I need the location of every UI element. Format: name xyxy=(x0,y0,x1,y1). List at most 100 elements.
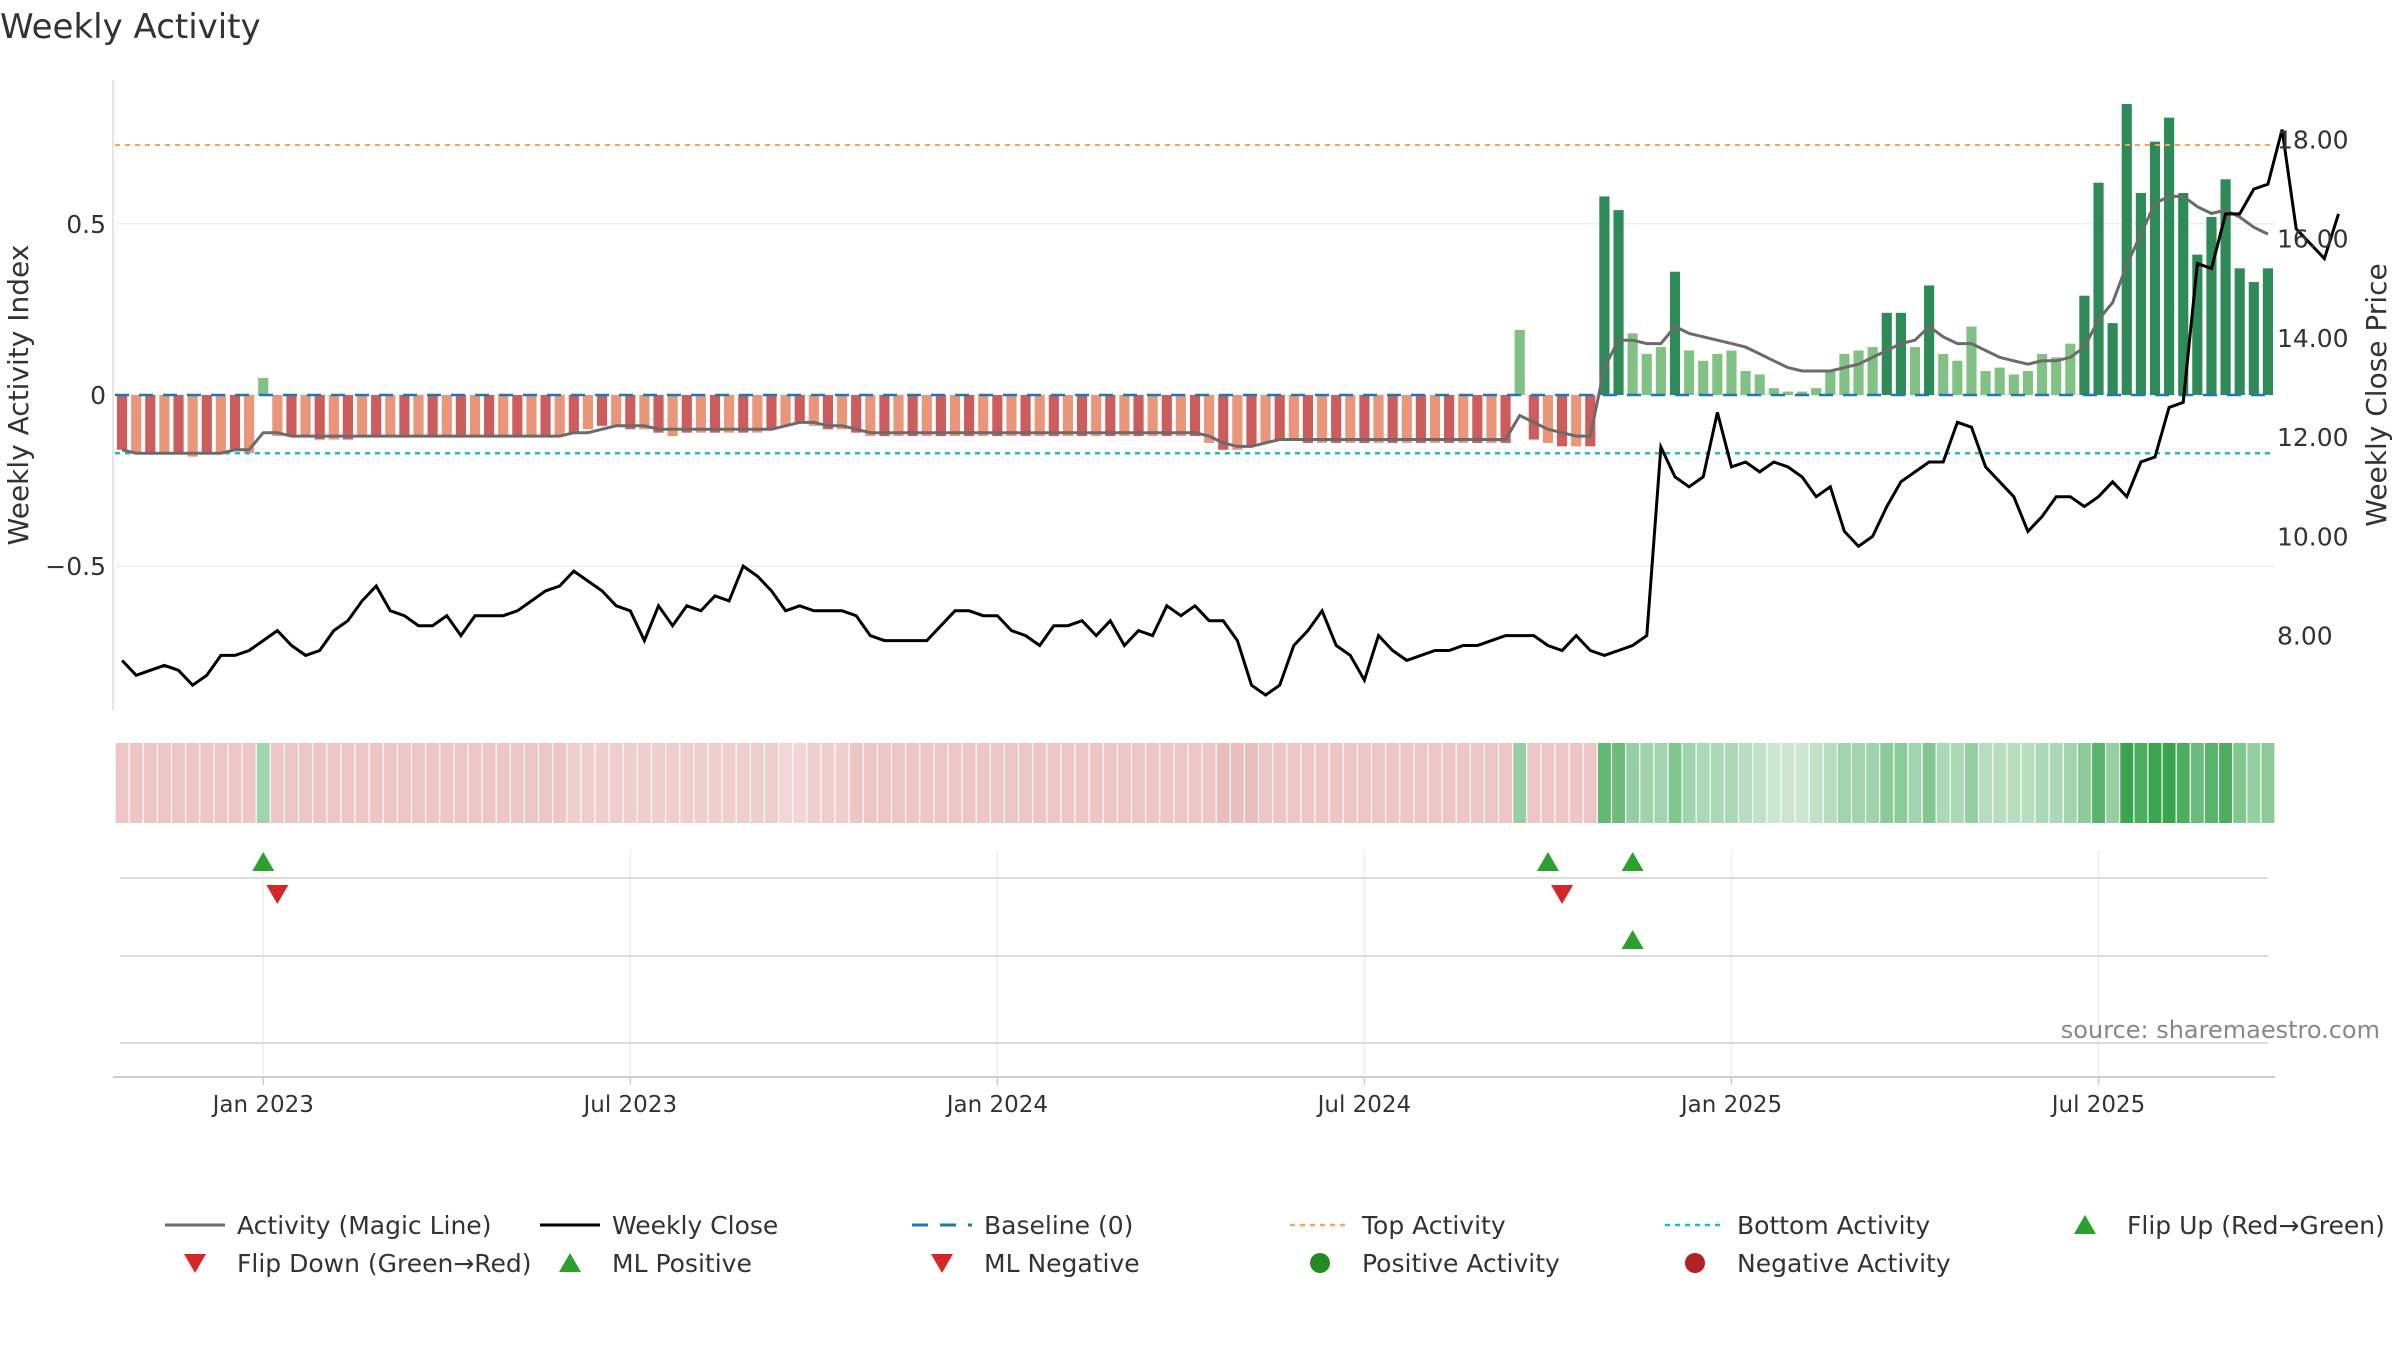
activity-bar xyxy=(413,395,424,437)
activity-bar xyxy=(1444,395,1455,443)
activity-bar xyxy=(1288,395,1299,440)
activity-bar xyxy=(145,395,156,454)
activity-bar xyxy=(1105,395,1116,437)
state-cell xyxy=(2148,743,2162,823)
activity-bar xyxy=(2121,103,2132,395)
state-cell xyxy=(1047,743,1061,823)
activity-bar xyxy=(2036,353,2048,395)
x-tick-label: Jan 2024 xyxy=(945,1092,1048,1118)
state-cell xyxy=(2007,743,2021,823)
state-cell xyxy=(609,743,623,823)
activity-bar xyxy=(554,395,565,437)
state-cell xyxy=(1357,743,1371,823)
state-cell xyxy=(270,743,284,823)
activity-bar xyxy=(526,395,537,437)
activity-bar xyxy=(1796,391,1808,395)
activity-bar xyxy=(949,395,961,437)
activity-bar xyxy=(469,395,481,437)
state-cell xyxy=(906,743,920,823)
state-cell xyxy=(143,743,157,823)
state-cell xyxy=(990,743,1004,823)
legend-swatch xyxy=(559,1253,581,1272)
flip-down-marker xyxy=(1551,885,1574,904)
state-cell xyxy=(468,743,482,823)
activity-bar xyxy=(1091,395,1102,437)
state-cell xyxy=(680,743,694,823)
activity-bar xyxy=(709,395,721,433)
legend-label: Bottom Activity xyxy=(1737,1211,1930,1240)
state-cell xyxy=(256,743,270,823)
state-cell xyxy=(1837,743,1851,823)
state-cell xyxy=(2092,743,2105,823)
activity-bar xyxy=(724,395,735,433)
left-tick-label: −0.5 xyxy=(45,552,106,581)
activity-bar xyxy=(794,395,805,423)
activity-bar xyxy=(512,395,523,437)
legend-swatch xyxy=(1310,1253,1330,1273)
state-cell xyxy=(849,743,863,823)
state-cell xyxy=(793,743,807,823)
state-cell xyxy=(1146,743,1160,823)
activity-bar xyxy=(625,395,636,430)
state-cell xyxy=(440,743,454,823)
state-cell xyxy=(1781,743,1795,823)
axes: 0.5 0 −0.5 18.00 16.00 14.00 12.00 10.00 8.00 xyxy=(45,80,2349,710)
activity-bar xyxy=(2008,374,2019,395)
activity-bar xyxy=(1712,353,1723,395)
state-cell xyxy=(412,743,425,823)
activity-bar xyxy=(1613,210,1624,395)
state-cell xyxy=(637,743,651,823)
state-cell xyxy=(2120,743,2134,823)
activity-bar xyxy=(879,395,890,437)
state-cell xyxy=(1160,743,1174,823)
state-cell xyxy=(1583,743,1597,823)
state-cell xyxy=(2021,743,2035,823)
activity-bar xyxy=(229,395,241,450)
activity-bar xyxy=(1316,395,1328,443)
activity-bar xyxy=(1811,388,1822,395)
state-cell xyxy=(892,743,905,823)
state-cell xyxy=(2063,743,2077,823)
activity-bar xyxy=(611,395,622,426)
state-cell xyxy=(708,743,722,823)
activity-bar xyxy=(851,395,862,433)
activity-bar xyxy=(1867,347,1878,395)
state-cell xyxy=(652,743,665,823)
right-tick-label: 16.00 xyxy=(2277,225,2349,254)
activity-bar xyxy=(2107,323,2118,395)
legend-swatch xyxy=(931,1254,953,1273)
activity-bar xyxy=(131,395,142,454)
state-cell xyxy=(1372,743,1385,823)
activity-bar xyxy=(1500,395,1511,443)
activity-bar xyxy=(568,395,579,433)
activity-bar xyxy=(1825,371,1836,395)
activity-bar xyxy=(1260,395,1271,443)
activity-bar xyxy=(992,395,1003,437)
activity-bar xyxy=(1585,395,1596,447)
activity-bar xyxy=(1415,395,1426,443)
activity-bar xyxy=(1740,371,1751,395)
state-cell xyxy=(623,743,637,823)
state-cell xyxy=(313,743,327,823)
legend-label: Flip Up (Red→Green) xyxy=(2127,1211,2385,1240)
activity-bar xyxy=(286,395,297,437)
state-cell xyxy=(1513,743,1527,823)
activity-bar xyxy=(1302,395,1314,443)
state-cell xyxy=(1033,743,1047,823)
state-cell xyxy=(1922,743,1936,823)
state-cell xyxy=(567,743,581,823)
activity-bar xyxy=(1599,196,1610,395)
right-tick-label: 14.00 xyxy=(2277,324,2349,353)
legend-label: Positive Activity xyxy=(1362,1249,1560,1278)
activity-bar xyxy=(1684,350,1695,395)
state-cell xyxy=(157,743,171,823)
state-cell xyxy=(1612,743,1625,823)
activity-bar xyxy=(1881,312,1892,395)
activity-bar xyxy=(1726,350,1737,395)
state-cell xyxy=(1019,743,1033,823)
activity-bar xyxy=(752,395,763,433)
state-cell xyxy=(877,743,891,823)
legend-label: Flip Down (Green→Red) xyxy=(237,1249,532,1278)
activity-bar xyxy=(2234,268,2245,395)
